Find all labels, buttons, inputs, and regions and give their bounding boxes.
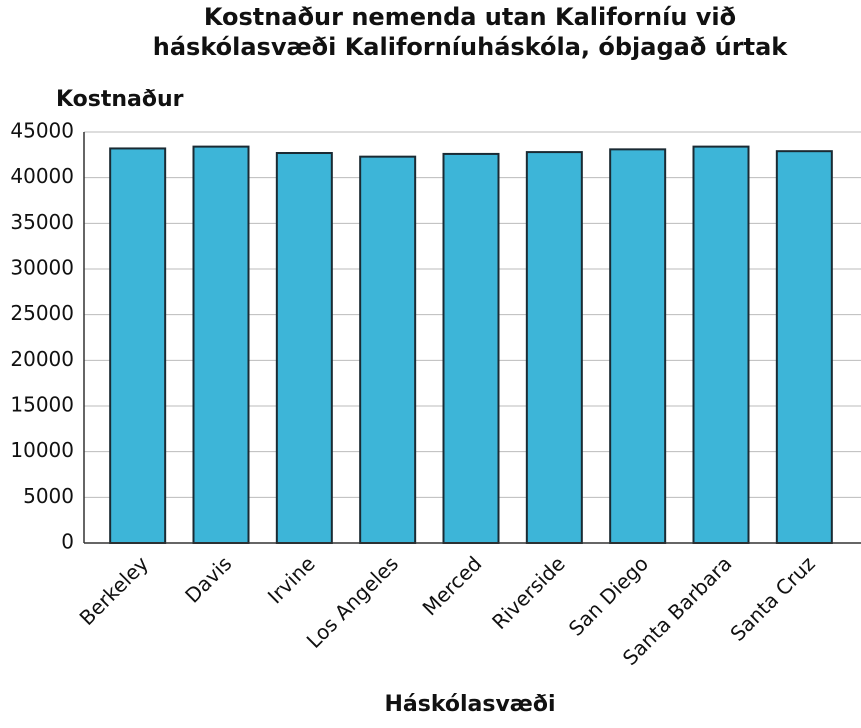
bar (275, 152, 333, 545)
y-axis-title: Kostnaður (56, 87, 184, 112)
bar (525, 151, 583, 545)
y-tick-label: 20000 (10, 347, 74, 371)
bar (359, 155, 417, 544)
y-tick-label: 10000 (10, 438, 74, 462)
bar (192, 145, 250, 544)
y-tick-label: 0 (61, 530, 74, 554)
x-tick-label: Irvine (263, 551, 320, 608)
bar (775, 150, 833, 544)
bar (442, 152, 500, 544)
x-tick-label: Riverside (487, 551, 570, 634)
bar (109, 147, 167, 544)
x-tick-label: San Diego (564, 551, 653, 640)
y-tick-label: 5000 (23, 484, 74, 508)
y-tick-label: 40000 (10, 164, 74, 188)
x-tick-label: Davis (180, 551, 236, 607)
chart-title: háskólasvæði Kaliforníuháskóla, óbjagað … (153, 33, 789, 61)
y-tick-label: 35000 (10, 210, 74, 234)
bar (692, 145, 750, 544)
chart-title: Kostnaður nemenda utan Kaliforníu við (204, 3, 736, 31)
x-axis-title: Háskólasvæði (384, 692, 555, 717)
x-tick-label: Berkeley (75, 551, 154, 630)
y-tick-label: 30000 (10, 256, 74, 280)
y-tick-label: 45000 (10, 119, 74, 143)
x-tick-label: Santa Cruz (725, 551, 819, 645)
y-tick-label: 25000 (10, 301, 74, 325)
y-tick-label: 15000 (10, 393, 74, 417)
x-tick-label: Merced (418, 551, 487, 620)
bar (609, 148, 667, 544)
